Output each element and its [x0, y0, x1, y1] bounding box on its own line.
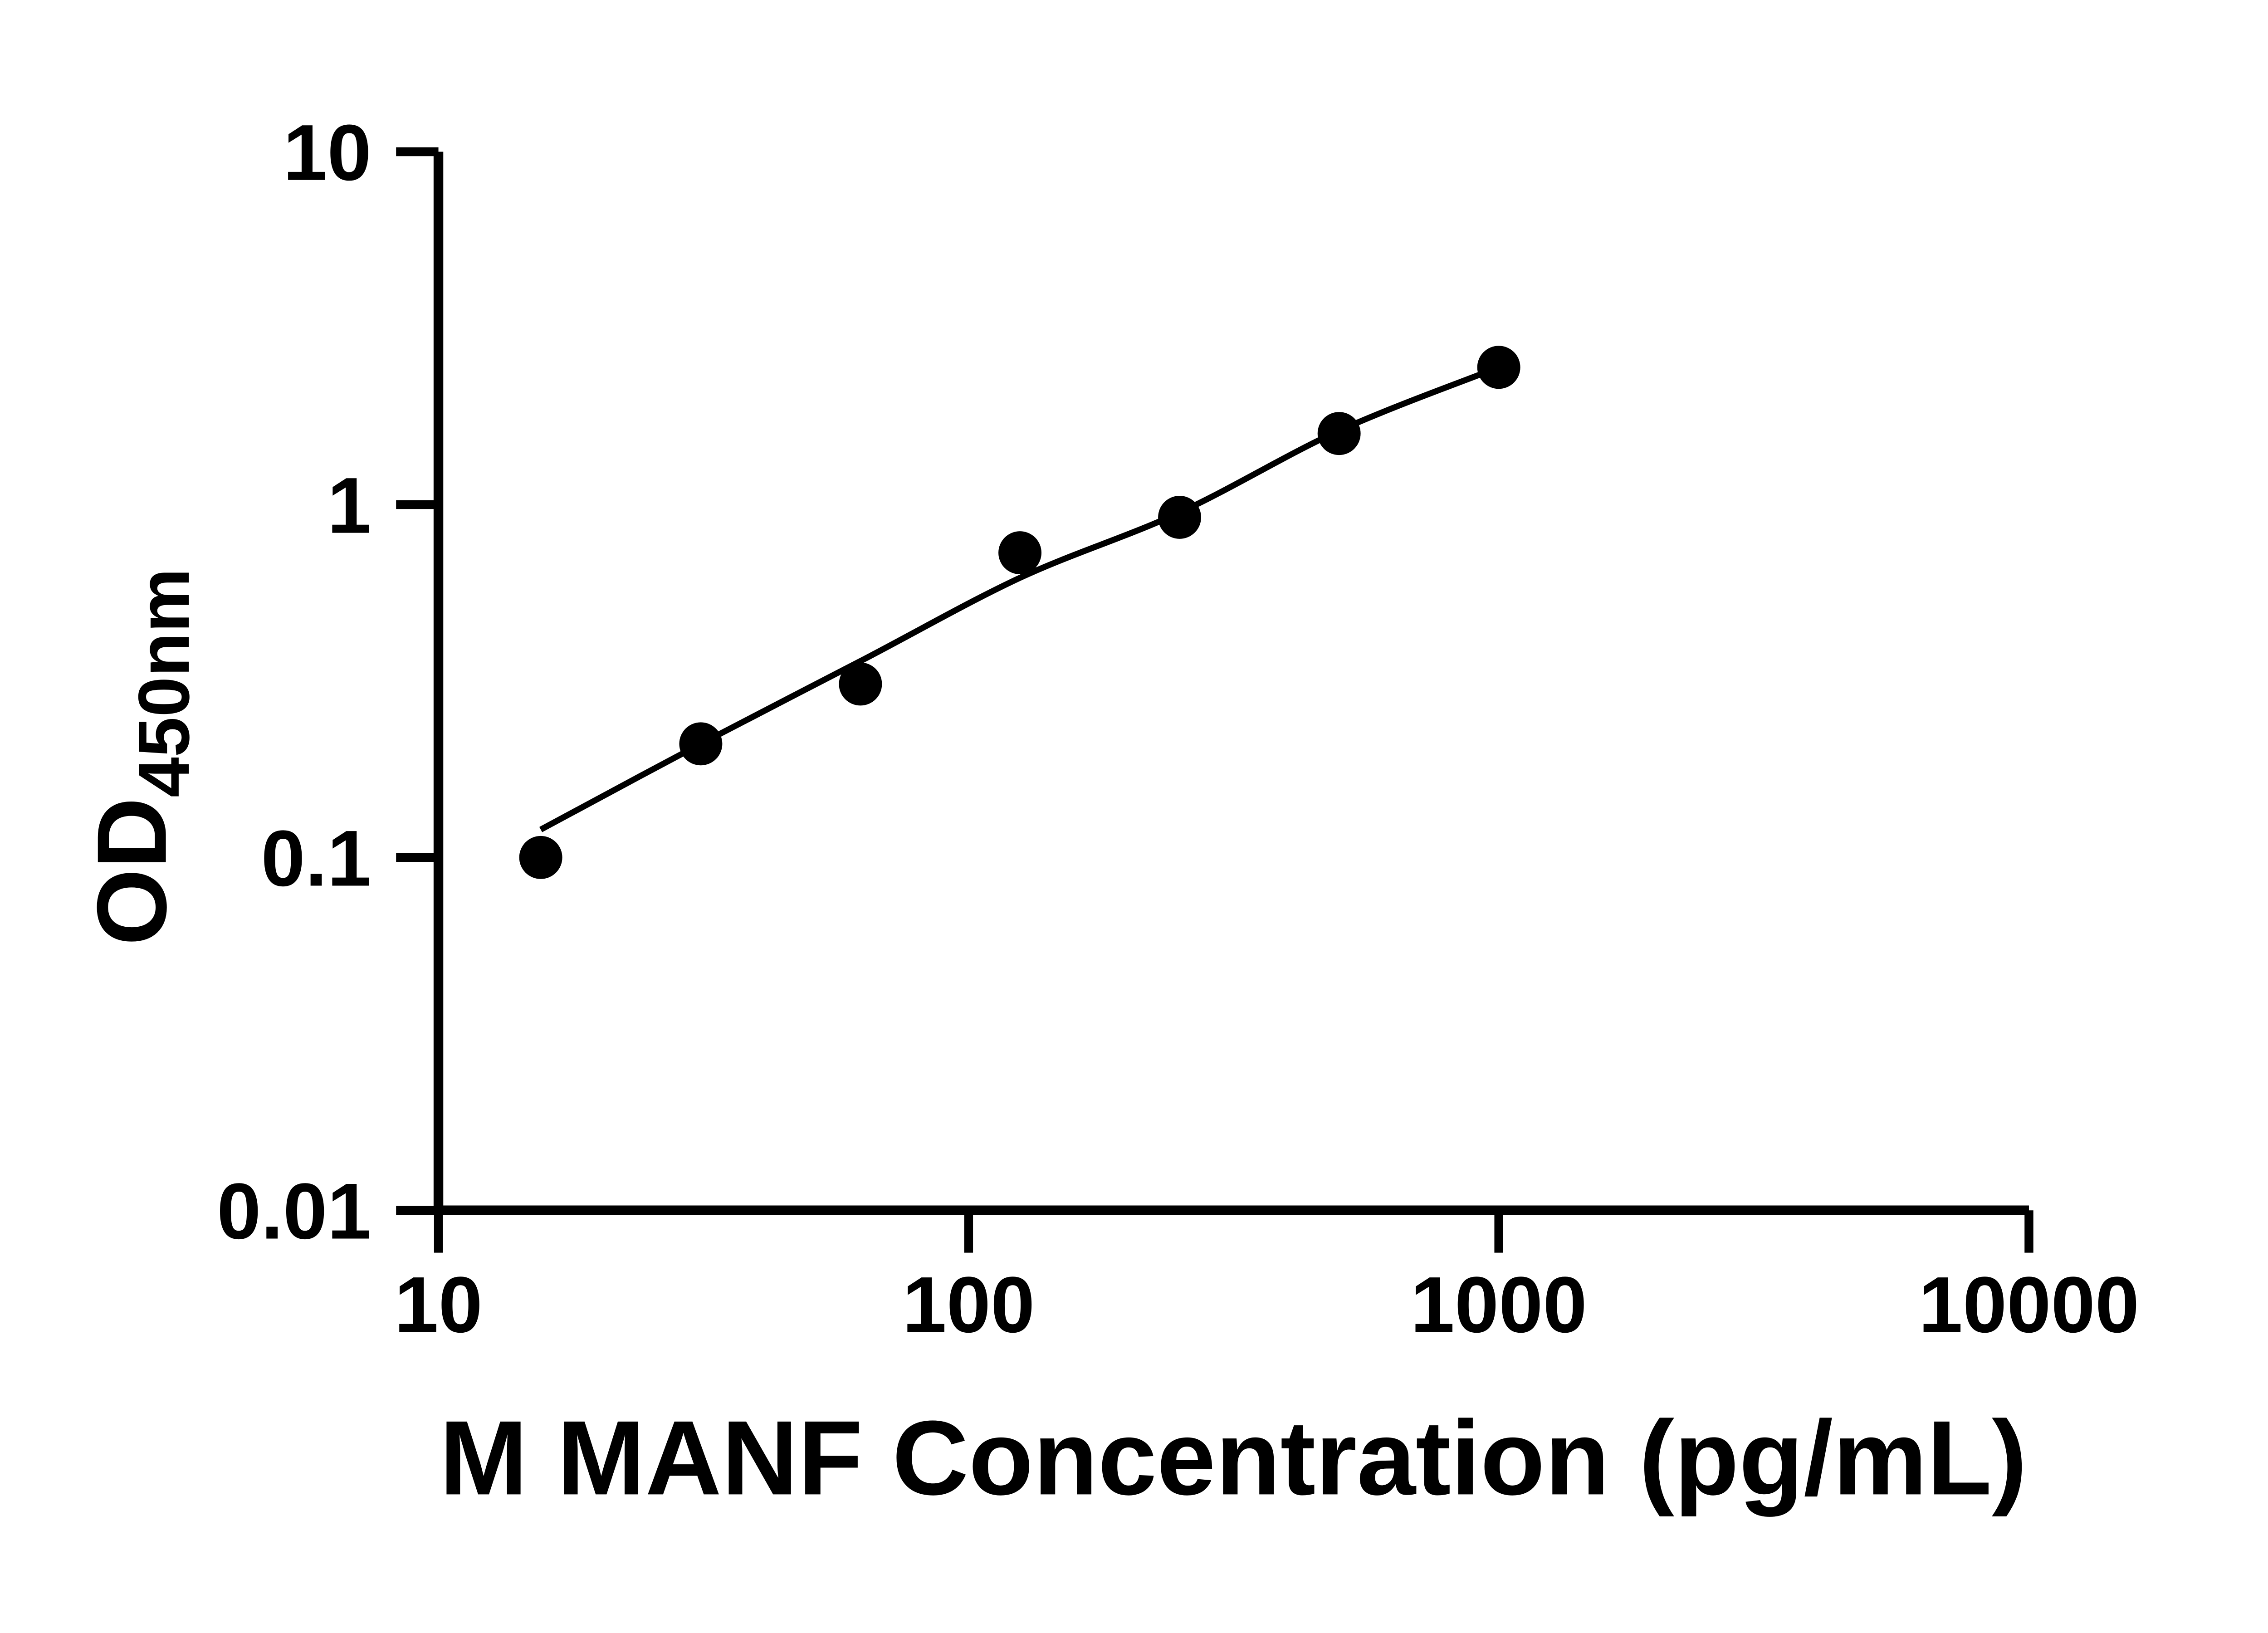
x-tick-label: 1000 [1410, 1261, 1587, 1349]
data-point [1317, 412, 1361, 455]
y-tick-label: 10 [283, 109, 371, 197]
y-tick-label: 0.01 [217, 1167, 371, 1256]
standard-curve-chart: 10 100 1000 10000 0.01 0.1 1 10 M MANF Concent… [0, 0, 2268, 1588]
data-points [519, 346, 1520, 879]
plot-background [0, 0, 2268, 1588]
y-tick-label: 0.1 [261, 815, 371, 903]
x-tick-label: 10000 [1919, 1261, 2140, 1349]
y-axis-title-main: OD [77, 797, 187, 946]
x-axis-ticks [434, 1210, 2033, 1253]
x-axis-title: M MANF Concentration (pg/mL) [440, 1399, 2027, 1517]
data-point [1477, 346, 1520, 389]
x-tick-label: 10 [394, 1261, 483, 1349]
y-axis-tick-labels: 0.01 0.1 1 10 [217, 109, 371, 1256]
y-axis-title: OD450nm [77, 568, 205, 946]
elisa-standard-curve-figure: 10 100 1000 10000 0.01 0.1 1 10 M MANF Concent… [0, 0, 2268, 1588]
x-axis-tick-labels: 10 100 1000 10000 [394, 1261, 2139, 1349]
data-point [998, 531, 1041, 575]
y-axis-title-sub: 450nm [123, 568, 204, 797]
data-point [839, 662, 882, 706]
x-tick-label: 100 [902, 1261, 1035, 1349]
data-point [1158, 495, 1201, 539]
data-point [519, 836, 562, 879]
data-point [679, 722, 723, 766]
y-axis-ticks [396, 147, 439, 1215]
y-tick-label: 1 [327, 462, 371, 550]
